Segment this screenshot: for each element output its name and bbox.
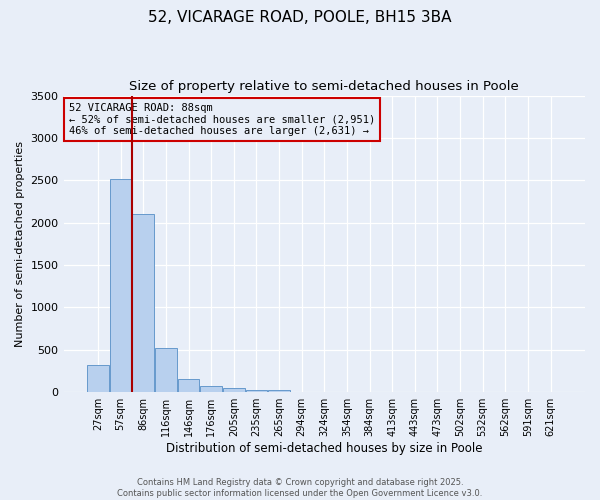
Bar: [87, 365, 109, 392]
Text: 52 VICARAGE ROAD: 88sqm
← 52% of semi-detached houses are smaller (2,951)
46% of: 52 VICARAGE ROAD: 88sqm ← 52% of semi-de…: [69, 103, 375, 136]
Title: Size of property relative to semi-detached houses in Poole: Size of property relative to semi-detach…: [130, 80, 519, 93]
Bar: [133, 214, 154, 392]
Y-axis label: Number of semi-detached properties: Number of semi-detached properties: [15, 141, 25, 347]
Bar: [155, 348, 176, 392]
Bar: [110, 178, 131, 392]
Bar: [178, 379, 199, 392]
Bar: [223, 388, 245, 392]
Bar: [200, 386, 222, 392]
Text: Contains HM Land Registry data © Crown copyright and database right 2025.
Contai: Contains HM Land Registry data © Crown c…: [118, 478, 482, 498]
Bar: [268, 390, 290, 392]
X-axis label: Distribution of semi-detached houses by size in Poole: Distribution of semi-detached houses by …: [166, 442, 482, 455]
Text: 52, VICARAGE ROAD, POOLE, BH15 3BA: 52, VICARAGE ROAD, POOLE, BH15 3BA: [148, 10, 452, 25]
Bar: [245, 390, 267, 392]
